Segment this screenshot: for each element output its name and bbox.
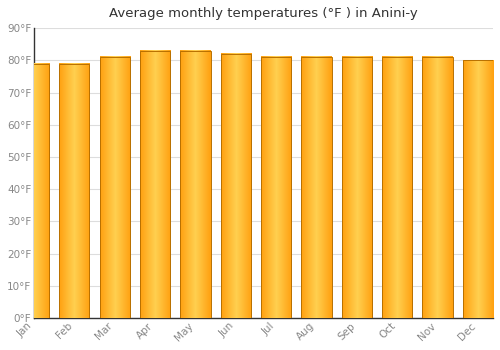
Bar [180, 51, 210, 318]
Bar [463, 60, 493, 318]
Bar [261, 57, 292, 318]
Bar [140, 51, 170, 318]
Bar [19, 63, 49, 318]
Bar [100, 57, 130, 318]
Bar [382, 57, 412, 318]
Bar [220, 54, 251, 318]
Bar [302, 57, 332, 318]
Bar [422, 57, 452, 318]
Bar [342, 57, 372, 318]
Bar [59, 63, 90, 318]
Title: Average monthly temperatures (°F ) in Anini-y: Average monthly temperatures (°F ) in An… [109, 7, 418, 20]
